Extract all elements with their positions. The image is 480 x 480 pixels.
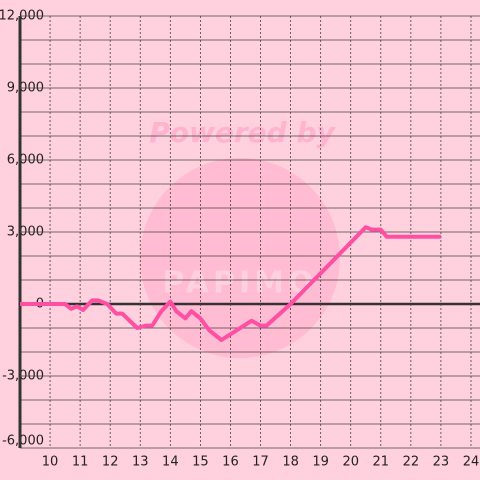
x-tick-label: 12 [102,455,119,470]
x-tick-label: 23 [433,455,450,470]
x-tick-label: 21 [373,455,390,470]
x-tick-label: 24 [463,455,480,470]
x-tick-label: 14 [162,455,179,470]
x-tick-label: 15 [192,455,209,470]
x-tick-label: 10 [42,455,59,470]
x-tick-label: 22 [403,455,420,470]
x-tick-label: 17 [252,455,269,470]
watermark-text: Powered by [149,116,336,149]
x-tick-label: 16 [222,455,239,470]
y-tick-label: -6,000 [2,434,44,449]
x-tick-label: 19 [312,455,329,470]
x-tick-label: 13 [132,455,149,470]
data-line [20,225,441,342]
x-tick-label: 20 [342,455,359,470]
x-tick-label: 11 [72,455,89,470]
watermark-text: PAPIMO [163,266,318,301]
x-tick-label: 18 [282,455,299,470]
